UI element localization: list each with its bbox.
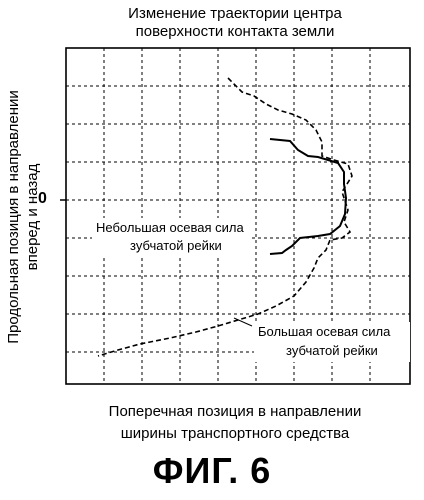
series-label-small-force-line-1: Небольшая осевая сила (96, 220, 244, 235)
series-label-small-force-line-2: зубчатой рейки (130, 238, 222, 253)
series-label-large-force-line-1: Большая осевая сила (258, 324, 391, 339)
x-axis-label-line-1: Поперечная позиция в направлении (60, 402, 410, 422)
series-label-large-force-line-2: зубчатой рейки (286, 343, 378, 358)
series-line-small-force (270, 139, 346, 254)
figure-label: ФИГ. 6 (0, 450, 424, 492)
x-axis-label-line-2: ширины транспортного средства (60, 424, 410, 444)
